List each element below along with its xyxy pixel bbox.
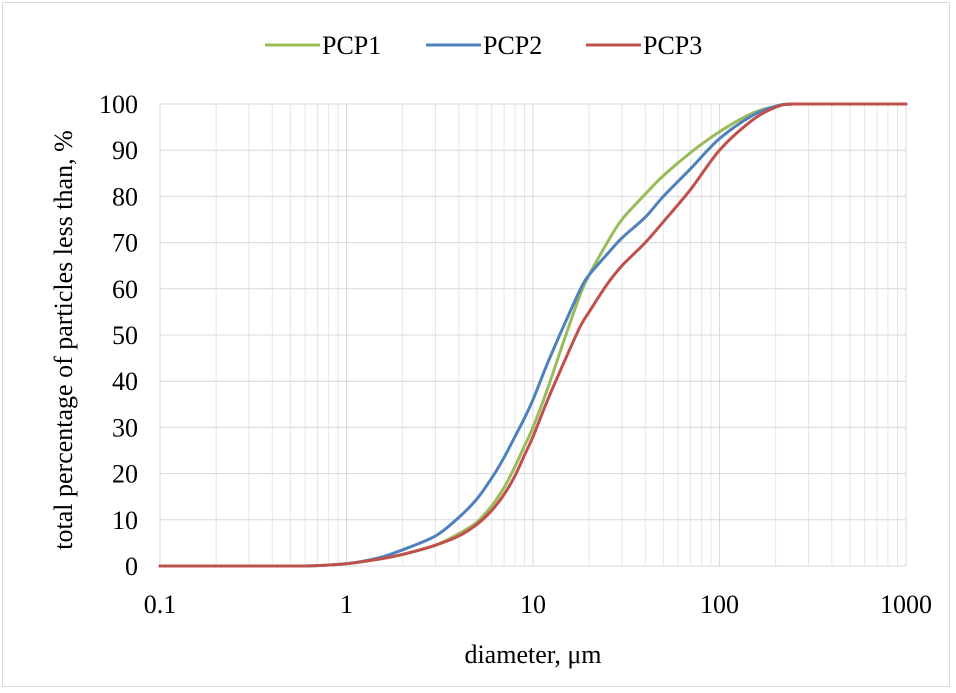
y-tick-label: 0 [125, 552, 138, 581]
legend-label-pcp1: PCP1 [322, 31, 381, 60]
y-tick-label: 50 [112, 321, 138, 350]
x-tick-label: 0.1 [144, 590, 177, 619]
y-tick-label: 90 [112, 136, 138, 165]
x-axis-title: diameter, μm [464, 640, 601, 669]
x-tick-label: 1 [340, 590, 353, 619]
y-tick-label: 70 [112, 229, 138, 258]
y-tick-label: 20 [112, 460, 138, 489]
y-tick-label: 80 [112, 182, 138, 211]
y-axis-title: total percentage of particles less than,… [49, 130, 78, 549]
x-tick-label: 10 [520, 590, 546, 619]
y-tick-label: 40 [112, 367, 138, 396]
legend-label-pcp2: PCP2 [483, 31, 542, 60]
series-layer [158, 102, 908, 568]
y-tick-label: 30 [112, 413, 138, 442]
series-line-pcp2 [158, 102, 908, 568]
legend-label-pcp3: PCP3 [643, 31, 702, 60]
x-tick-label: 1000 [880, 590, 932, 619]
y-tick-label: 10 [112, 506, 138, 535]
x-tick-label: 100 [700, 590, 739, 619]
tick-labels: 0 10 20 30 40 50 60 70 80 90 100 0.1 1 10 100 1000 [99, 90, 932, 619]
legend: PCP1 PCP2 PCP3 [265, 31, 702, 60]
y-tick-label: 100 [99, 90, 138, 119]
series-line-pcp3 [158, 102, 908, 568]
y-tick-label: 60 [112, 275, 138, 304]
